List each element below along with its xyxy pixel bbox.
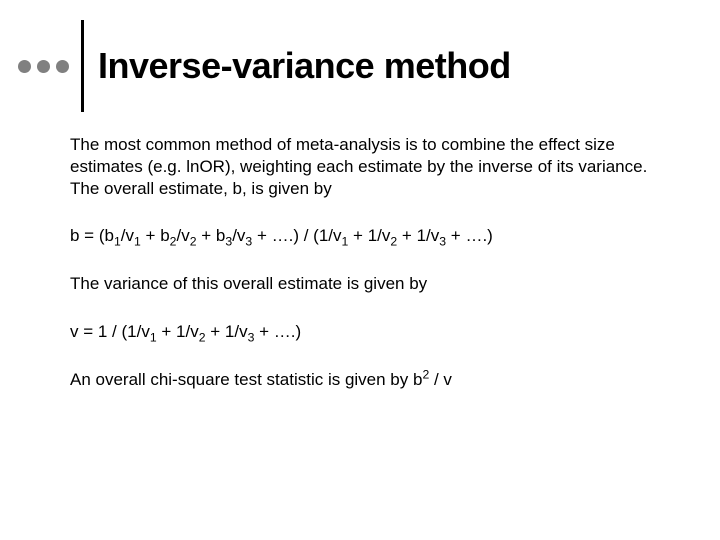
title-divider xyxy=(81,20,84,112)
dot-icon xyxy=(56,60,69,73)
dot-icon xyxy=(18,60,31,73)
formula-b-text: b = (b1/v1 + b2/v2 + b3/v3 + ….) / (1/v1… xyxy=(70,226,493,245)
formula-v-text: v = 1 / (1/v1 + 1/v2 + 1/v3 + ….) xyxy=(70,322,301,341)
slide-header: Inverse-variance method xyxy=(0,0,720,96)
dot-icon xyxy=(37,60,50,73)
formula-chi: An overall chi-square test statistic is … xyxy=(70,369,650,391)
title-block: Inverse-variance method xyxy=(81,36,511,96)
paragraph-intro: The most common method of meta-analysis … xyxy=(70,134,650,199)
slide-body: The most common method of meta-analysis … xyxy=(0,96,720,390)
formula-v: v = 1 / (1/v1 + 1/v2 + 1/v3 + ….) xyxy=(70,321,650,343)
bullet-dots xyxy=(18,60,69,73)
paragraph-variance: The variance of this overall estimate is… xyxy=(70,273,650,295)
formula-chi-text: An overall chi-square test statistic is … xyxy=(70,370,452,389)
formula-b: b = (b1/v1 + b2/v2 + b3/v3 + ….) / (1/v1… xyxy=(70,225,650,247)
slide-title: Inverse-variance method xyxy=(98,45,511,87)
